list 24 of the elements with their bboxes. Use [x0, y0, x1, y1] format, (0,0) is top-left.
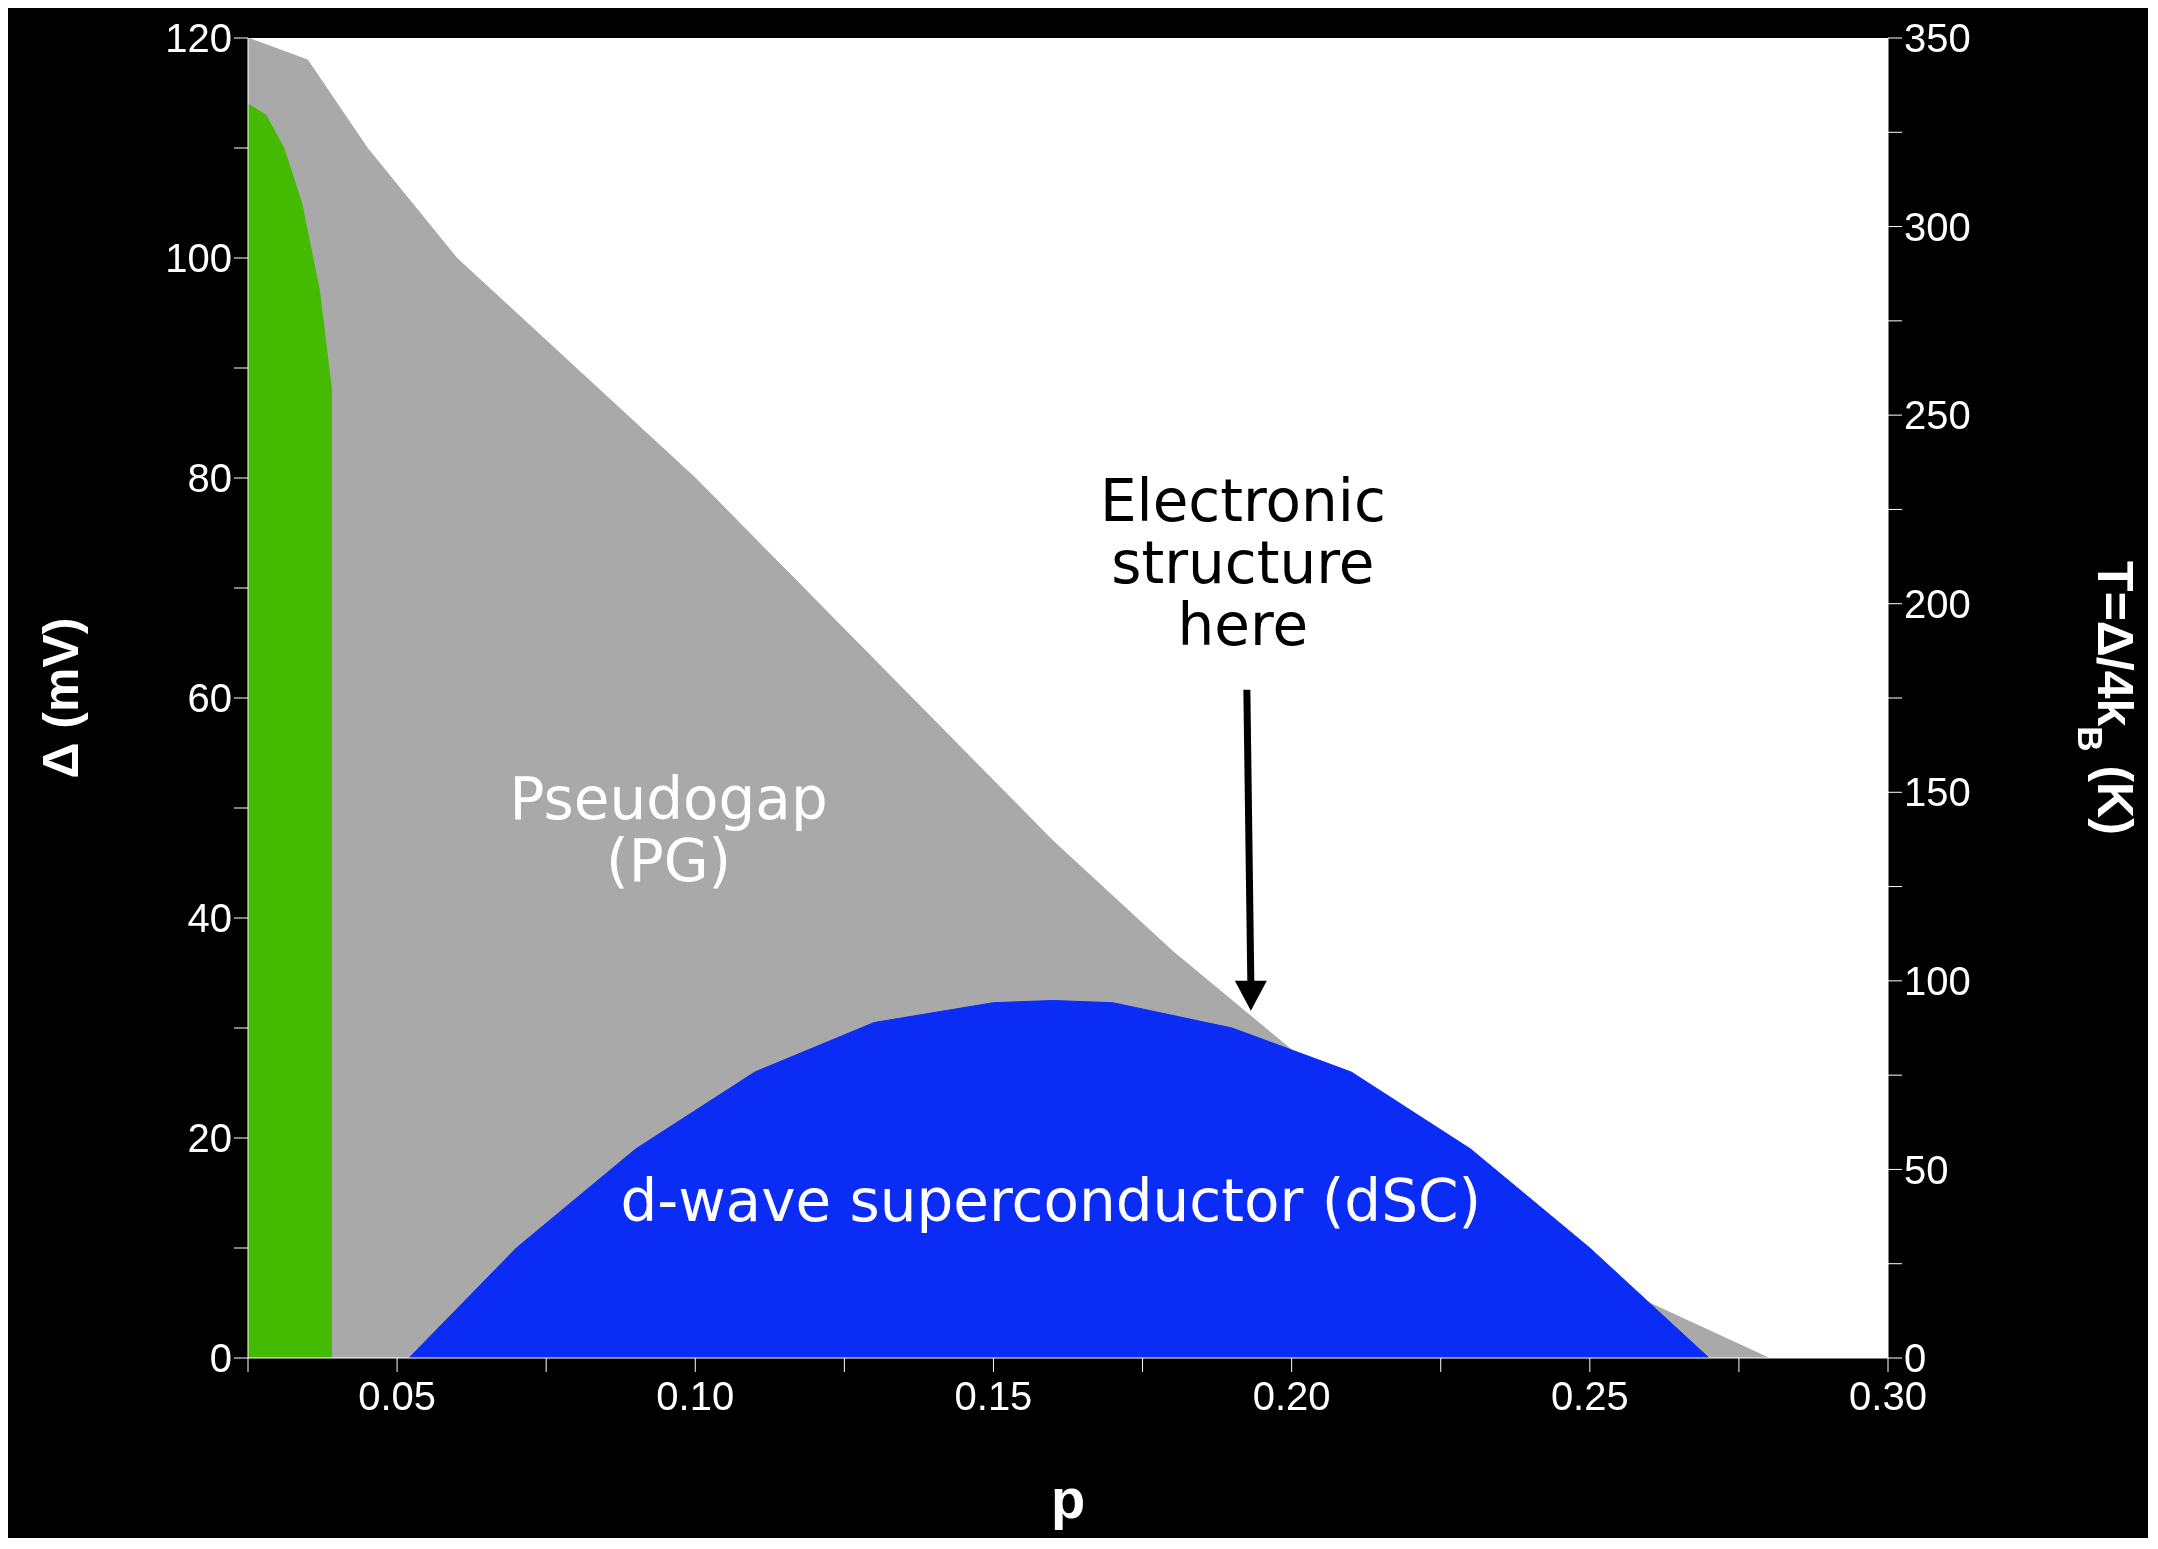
y-tick-label: 20	[187, 1116, 232, 1161]
y2-tick-label: 250	[1904, 393, 1971, 438]
y-tick-label: 40	[187, 896, 232, 941]
y2-tick-label: 50	[1904, 1147, 1949, 1192]
y-tick-label: 80	[187, 456, 232, 501]
x-tick-label: 0.25	[1550, 1374, 1629, 1419]
x-tick-label: 0.10	[656, 1374, 735, 1419]
y2-tick-label: 350	[1904, 16, 1971, 61]
x-tick-label: 0.05	[358, 1374, 437, 1419]
x-tick-label: 0.20	[1252, 1374, 1331, 1419]
x-tick-label: 0.15	[954, 1374, 1033, 1419]
y-axis-title: Δ (mV)	[33, 617, 89, 779]
y2-tick-label: 100	[1904, 959, 1971, 1004]
annotation: Pseudogap (PG)	[509, 765, 828, 895]
annotation: d-wave superconductor (dSC)	[620, 1166, 1482, 1235]
y2-tick-label: 300	[1904, 204, 1971, 249]
y-tick-label: 120	[165, 16, 232, 61]
y-tick-label: 0	[209, 1336, 232, 1381]
annotation: Electronic structure here	[1099, 466, 1386, 659]
y-tick-label: 60	[187, 676, 232, 721]
y-tick-label: 100	[165, 236, 232, 281]
x-axis-title: p	[1050, 1467, 1086, 1530]
y2-tick-label: 200	[1904, 581, 1971, 626]
y2-tick-label: 150	[1904, 770, 1971, 815]
